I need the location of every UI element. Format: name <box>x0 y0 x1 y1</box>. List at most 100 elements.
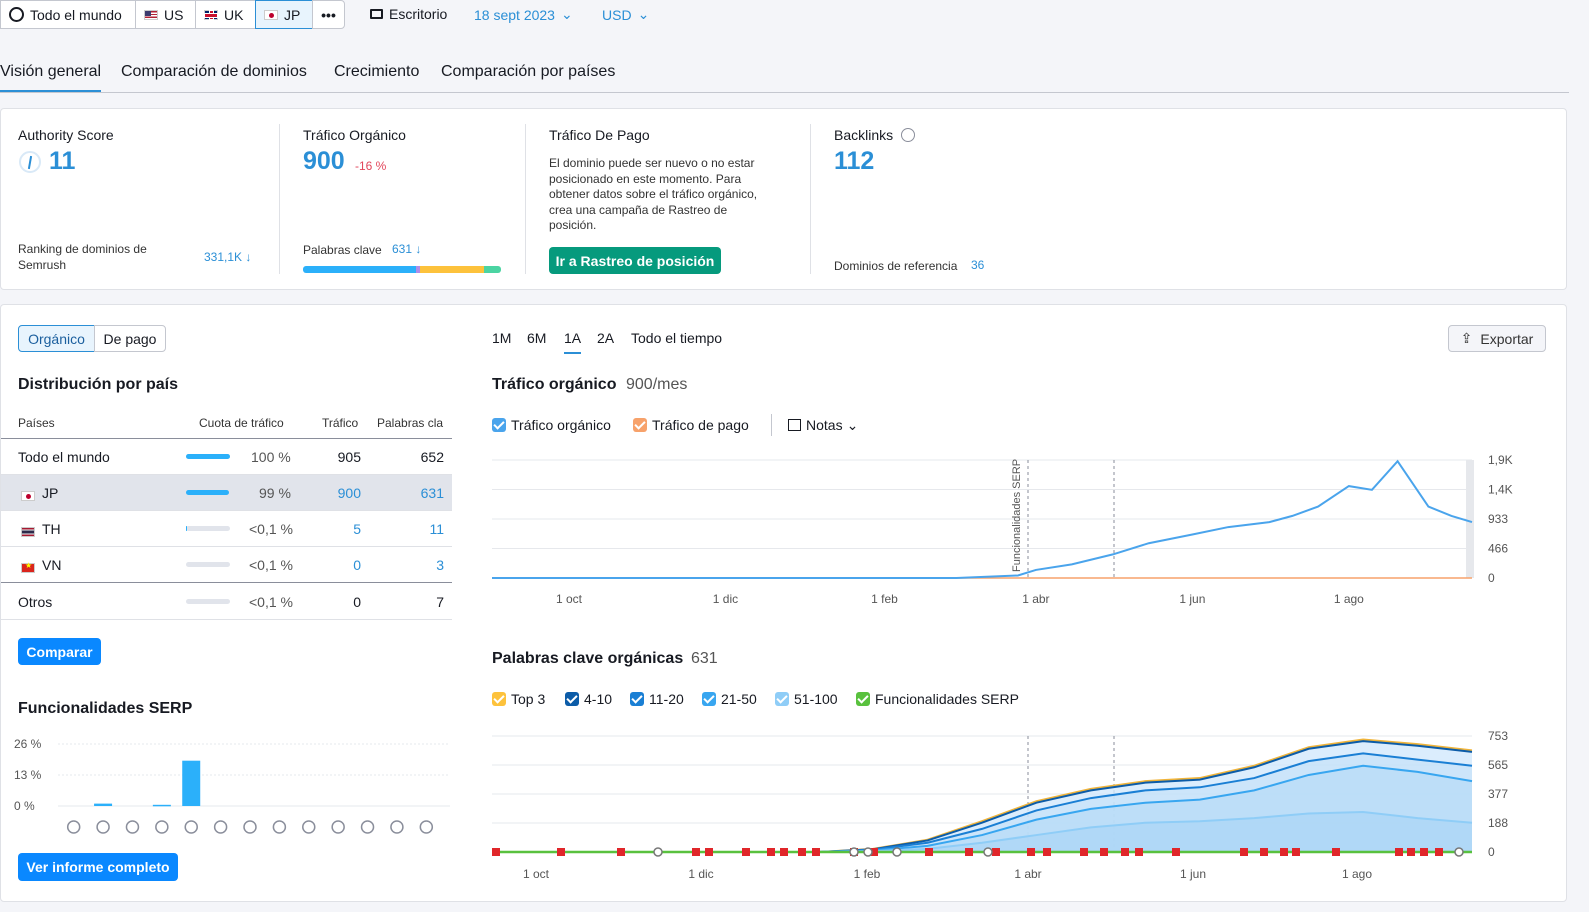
google-icon <box>653 847 663 857</box>
serp-flag-marker <box>1172 848 1180 856</box>
chevron-down-icon: ⌄ <box>560 6 573 22</box>
period-all-time[interactable]: Todo el tiempo <box>631 330 723 346</box>
country-name: VN <box>42 557 62 573</box>
country-uk-button[interactable]: UK <box>195 0 256 29</box>
serp-features-title: Funcionalidades SERP <box>18 700 193 717</box>
tab-overview[interactable]: Visión general <box>0 63 102 93</box>
legend-21-50[interactable]: 21-50 <box>702 691 757 707</box>
organic-traffic-value[interactable]: 900 <box>303 147 345 175</box>
y-tick-label: 933 <box>1488 512 1508 526</box>
col-traffic-share[interactable]: Cuota de tráfico <box>199 416 284 430</box>
keywords-label: Palabras clave <box>303 243 382 257</box>
compare-button[interactable]: Comparar <box>18 638 101 665</box>
serp-flag-marker <box>1135 848 1143 856</box>
referring-domains-value[interactable]: 36 <box>971 258 985 272</box>
backlinks-label: Backlinks <box>834 127 894 143</box>
legend-51-100[interactable]: 51-100 <box>775 691 838 707</box>
country-worldwide-button[interactable]: Todo el mundo <box>0 0 136 29</box>
checkbox-checked-icon <box>492 418 506 432</box>
col-traffic[interactable]: Tráfico <box>322 416 359 430</box>
legend-4-10[interactable]: 4-10 <box>565 691 612 707</box>
date-selector[interactable]: 18 sept 2023 ⌄ <box>474 6 573 23</box>
period-1a[interactable]: 1A <box>564 330 582 354</box>
table-row[interactable]: VN <0,1 % 0 3 <box>1 547 452 583</box>
traffic-value[interactable]: 5 <box>353 521 361 537</box>
device-selector[interactable]: Escritorio <box>370 6 447 22</box>
traffic-share: 100 % <box>251 449 291 465</box>
serp-flag-marker <box>1100 848 1108 856</box>
table-row[interactable]: JP 99 % 900 631 <box>1 475 452 511</box>
legend-11-20[interactable]: 11-20 <box>630 691 684 707</box>
uk-flag-icon <box>204 9 218 20</box>
y-tick-label: 13 % <box>14 768 42 782</box>
authority-score-value: 11 <box>49 147 76 175</box>
table-row[interactable]: Otros <0,1 % 0 7 <box>1 584 452 620</box>
google-icon <box>892 847 902 857</box>
paid-toggle[interactable]: De pago <box>94 325 166 352</box>
serp-flag-marker <box>1332 848 1340 856</box>
y-tick-label: 0 % <box>14 799 35 813</box>
keywords-value[interactable]: 3 <box>436 557 444 573</box>
backlinks-value[interactable]: 112 <box>834 147 875 175</box>
traffic-value[interactable]: 0 <box>353 557 361 573</box>
authority-score-label: Authority Score <box>18 127 114 143</box>
keywords-value: 652 <box>420 449 444 465</box>
serp-feature-icon <box>155 820 169 834</box>
full-report-button[interactable]: Ver informe completo <box>18 853 178 881</box>
google-icon <box>849 847 859 857</box>
traffic-share: 99 % <box>259 485 291 501</box>
traffic-share: <0,1 % <box>249 594 293 610</box>
more-countries-button[interactable]: ••• <box>312 0 345 29</box>
country-name: TH <box>42 521 61 537</box>
y-tick-label: 377 <box>1488 787 1508 801</box>
serp-bar <box>94 803 113 806</box>
legend-organic-traffic[interactable]: Tráfico orgánico <box>492 417 611 433</box>
position-tracking-button[interactable]: Ir a Rastreo de posición <box>549 247 721 274</box>
y-tick-label: 753 <box>1488 729 1508 743</box>
semrush-rank-value[interactable]: 331,1K ↓ <box>204 250 252 264</box>
country-us-button[interactable]: US <box>135 0 196 29</box>
serp-flag-marker <box>767 848 775 856</box>
serp-flag-marker <box>692 848 700 856</box>
checkbox-checked-icon <box>633 418 647 432</box>
legend-serp-features[interactable]: Funcionalidades SERP <box>856 691 1019 707</box>
traffic-share-bar <box>186 599 230 604</box>
keywords-value[interactable]: 631 <box>420 485 444 501</box>
note-icon <box>788 419 801 431</box>
period-1m[interactable]: 1M <box>492 330 512 346</box>
export-label: Exportar <box>1480 330 1534 347</box>
serp-flag-marker <box>1240 848 1248 856</box>
x-tick-label: 1 ago <box>1334 592 1364 606</box>
legend-paid-traffic[interactable]: Tráfico de pago <box>633 417 749 433</box>
country-jp-button[interactable]: JP <box>255 0 313 29</box>
tab-growth[interactable]: Crecimiento <box>334 63 420 80</box>
export-button[interactable]: ⇪ Exportar <box>1448 325 1546 352</box>
legend-label: 51-100 <box>794 691 838 707</box>
legend-top3[interactable]: Top 3 <box>492 691 545 707</box>
x-tick-label: 1 feb <box>854 867 881 881</box>
serp-flag-marker <box>780 848 788 856</box>
organic-toggle[interactable]: Orgánico <box>18 325 95 352</box>
tab-country-comparison[interactable]: Comparación por países <box>441 63 616 80</box>
export-icon: ⇪ <box>1460 330 1473 346</box>
x-tick-label: 1 abr <box>1022 592 1049 606</box>
organic-traffic-chart: 1,9K 1,4K 933 466 0 1 oct 1 dic 1 feb 1 abr 1 jun… <box>492 453 1513 606</box>
legend-label: Funcionalidades SERP <box>875 691 1019 707</box>
col-keywords[interactable]: Palabras cla <box>377 416 444 430</box>
serp-flag-marker <box>870 848 878 856</box>
keywords-value[interactable]: 11 <box>429 521 444 537</box>
country-distribution-title: Distribución por país <box>18 376 179 393</box>
keywords-value[interactable]: 631 ↓ <box>392 242 422 256</box>
organic-traffic-label: Tráfico Orgánico <box>303 127 406 143</box>
serp-feature-icon <box>419 820 434 834</box>
table-row[interactable]: TH <0,1 % 5 11 <box>1 511 452 547</box>
period-2a[interactable]: 2A <box>597 330 615 346</box>
period-6m[interactable]: 6M <box>527 330 547 346</box>
notes-dropdown[interactable]: Notas ⌄ <box>788 417 858 434</box>
organic-keywords-chart-subtitle: 631 <box>691 650 718 667</box>
table-row[interactable]: Todo el mundo 100 % 905 652 <box>1 439 452 475</box>
traffic-value[interactable]: 900 <box>337 485 361 501</box>
tab-domain-comparison[interactable]: Comparación de dominios <box>121 63 307 80</box>
currency-selector[interactable]: USD ⌄ <box>602 6 649 23</box>
th-flag-icon <box>21 527 35 537</box>
